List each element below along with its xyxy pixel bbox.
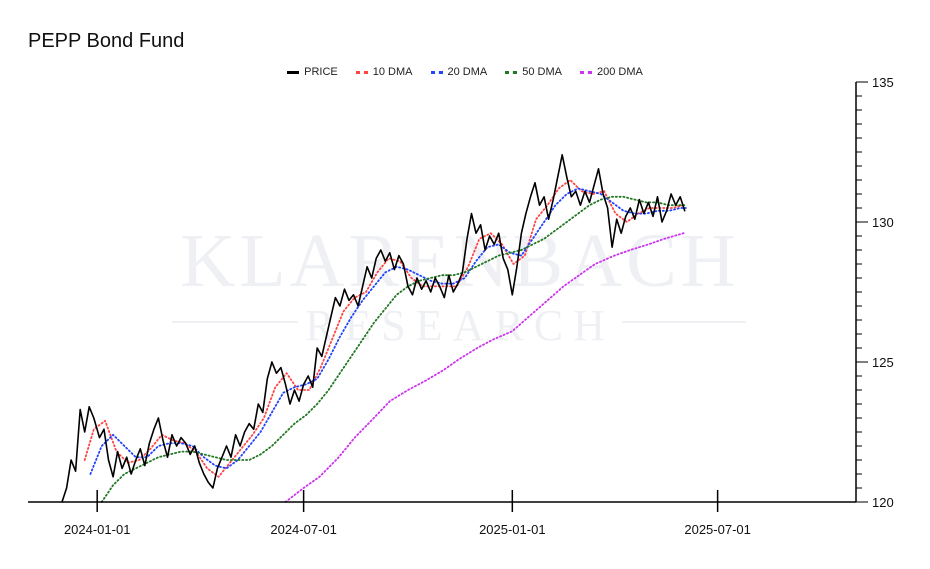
x-tick-label: 2024-01-01: [64, 522, 131, 537]
watermark-line2: RESEARCH: [305, 301, 615, 350]
legend-item-price: PRICE: [287, 66, 338, 78]
y-tick-label: 135: [872, 75, 894, 90]
series-line-200-dma: [284, 232, 685, 503]
series-line-price: [61, 154, 686, 503]
legend-swatch-price: [287, 70, 300, 74]
chart-legend: PRICE 10 DMA 20 DMA 50 DMA 200 DMA: [0, 66, 930, 78]
axes-layer: 120 125 130 135 2024-01-01 2024-07-01 2025-01-…: [28, 75, 894, 537]
y-tick-label: 120: [872, 495, 894, 510]
x-tick-label: 2025-01-01: [479, 522, 546, 537]
y-tick-label: 130: [872, 215, 894, 230]
legend-label-200-dma: 200 DMA: [597, 66, 643, 78]
legend-swatch-20-dma: [430, 70, 443, 74]
legend-swatch-10-dma: [355, 70, 368, 74]
chart-title: PEPP Bond Fund: [28, 30, 185, 52]
legend-label-20-dma: 20 DMA: [447, 66, 488, 78]
legend-swatch-200-dma: [580, 70, 592, 74]
legend-swatch-50-dma: [505, 70, 518, 74]
series-line-20-dma: [89, 187, 687, 475]
legend-label-50-dma: 50 DMA: [522, 66, 562, 78]
y-tick-label: 125: [872, 355, 894, 370]
series-line-50-dma: [100, 195, 687, 503]
legend-item-20-dma: 20 DMA: [430, 66, 488, 78]
legend-item-50-dma: 50 DMA: [505, 66, 562, 78]
watermark-line1: KLARENBACH: [180, 219, 739, 303]
legend-item-200-dma: 200 DMA: [580, 66, 643, 78]
series-layer: [61, 154, 687, 503]
x-tick-label: 2025-07-01: [684, 522, 751, 537]
watermark: KLARENBACH RESEARCH: [172, 219, 746, 350]
legend-label-price: PRICE: [304, 66, 338, 78]
x-tick-label: 2024-07-01: [270, 522, 337, 537]
legend-label-10-dma: 10 DMA: [372, 66, 413, 78]
legend-item-10-dma: 10 DMA: [355, 66, 413, 78]
